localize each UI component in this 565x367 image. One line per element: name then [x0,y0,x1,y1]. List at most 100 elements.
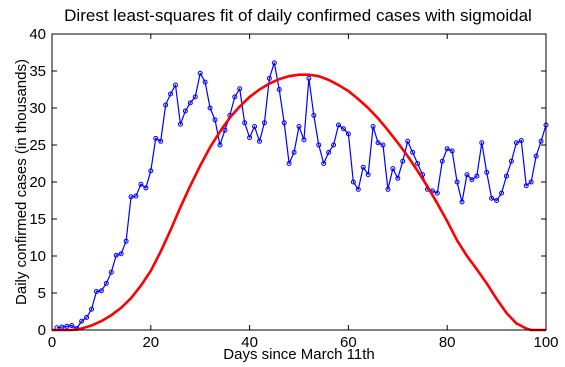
daily-cases-point [533,153,539,159]
daily-cases-point [153,135,159,141]
x-tick-label: 60 [340,334,357,351]
daily-cases-point [301,137,307,143]
daily-cases-point [400,158,406,164]
daily-cases-point [518,138,524,144]
y-tick-label: 5 [38,285,46,302]
daily-cases-point [459,199,465,205]
daily-cases-point [123,238,129,244]
daily-cases-point [434,190,440,196]
daily-cases-point [84,314,90,320]
chart-title: Direst least-squares fit of daily confir… [64,6,532,25]
daily-cases-point [252,124,258,129]
x-tick-label: 20 [142,334,159,351]
daily-cases-point [192,94,198,100]
x-tick-label: 100 [533,334,558,351]
daily-cases-point [454,179,460,185]
daily-cases-point [321,161,327,166]
daily-cases-point [247,135,253,141]
daily-cases-point [523,183,529,189]
daily-cases-point [138,181,144,187]
daily-cases-point [350,179,356,185]
daily-cases-point [79,318,85,324]
daily-cases-point [242,120,248,126]
x-tick-label: 40 [241,334,258,351]
daily-cases-point [390,166,396,172]
daily-cases-point [365,172,371,178]
y-tick-label: 20 [29,174,46,191]
x-axis-label: Days since March 11th [223,346,374,363]
daily-cases-point [340,126,346,132]
daily-cases-point [410,149,416,155]
daily-cases-point [69,323,75,329]
daily-cases-point [93,289,99,295]
daily-cases-point [513,140,519,146]
daily-cases-point [296,124,302,129]
daily-cases-point [444,146,450,152]
y-tick-label: 10 [29,248,46,265]
daily-cases-point [113,252,119,258]
daily-cases-point [108,269,114,275]
daily-cases-point [355,186,361,192]
y-tick-label: 30 [29,100,46,117]
y-tick-label: 15 [29,211,46,228]
x-tick-label: 0 [48,334,56,351]
daily-cases-point [415,161,421,166]
daily-cases-point [306,75,312,81]
daily-cases-point [182,108,188,114]
daily-cases-point [64,323,70,329]
daily-cases-point [163,102,169,108]
daily-cases-point [281,120,287,126]
daily-cases-point [207,105,213,111]
daily-cases-point [494,198,500,203]
daily-cases-point [528,179,534,185]
daily-cases-point [98,288,104,294]
daily-cases-point [503,173,509,179]
plot-area-border [51,33,547,331]
y-axis: 0 5 10 15 20 25 30 35 40 [29,26,546,339]
daily-cases-point [168,91,174,97]
daily-cases-point [256,138,262,144]
daily-cases-point [489,195,495,201]
daily-cases-point [474,173,480,179]
daily-cases-point [479,140,485,146]
daily-cases-point [484,169,490,175]
daily-cases-point [148,168,154,174]
daily-cases-point [469,177,475,183]
daily-cases-point [316,142,322,148]
y-tick-label: 40 [29,26,46,43]
daily-cases-point [217,142,223,148]
daily-cases-point [286,161,292,166]
daily-cases-point [464,172,470,178]
daily-cases-point [173,82,178,88]
y-tick-label: 35 [29,63,46,80]
daily-cases-point [395,175,401,181]
daily-cases-point [311,112,317,118]
daily-cases-point [237,86,243,92]
daily-cases-point [380,142,386,148]
series-layer [52,60,549,332]
daily-cases-point [276,87,282,92]
daily-cases-point [222,127,228,133]
y-tick-label: 25 [29,137,46,154]
daily-cases-point [331,142,337,148]
daily-cases-point [439,158,445,164]
daily-cases-point [271,60,277,66]
daily-cases-point [143,185,149,191]
daily-cases-point [202,79,208,85]
daily-cases-point [118,251,124,257]
plot-area-frame [51,33,547,331]
daily-cases-point [128,194,134,200]
daily-cases-point [197,70,203,76]
daily-cases-point [103,280,109,286]
daily-cases-point [336,122,342,128]
x-tick-label: 80 [439,334,456,351]
daily-cases-point [158,138,164,144]
daily-cases-point [232,94,238,100]
daily-cases-point [291,149,297,155]
daily-cases-line [56,62,547,330]
daily-cases-point [326,149,332,155]
daily-cases-point [538,138,544,144]
daily-cases-point [187,100,193,106]
daily-cases-point [212,117,218,123]
